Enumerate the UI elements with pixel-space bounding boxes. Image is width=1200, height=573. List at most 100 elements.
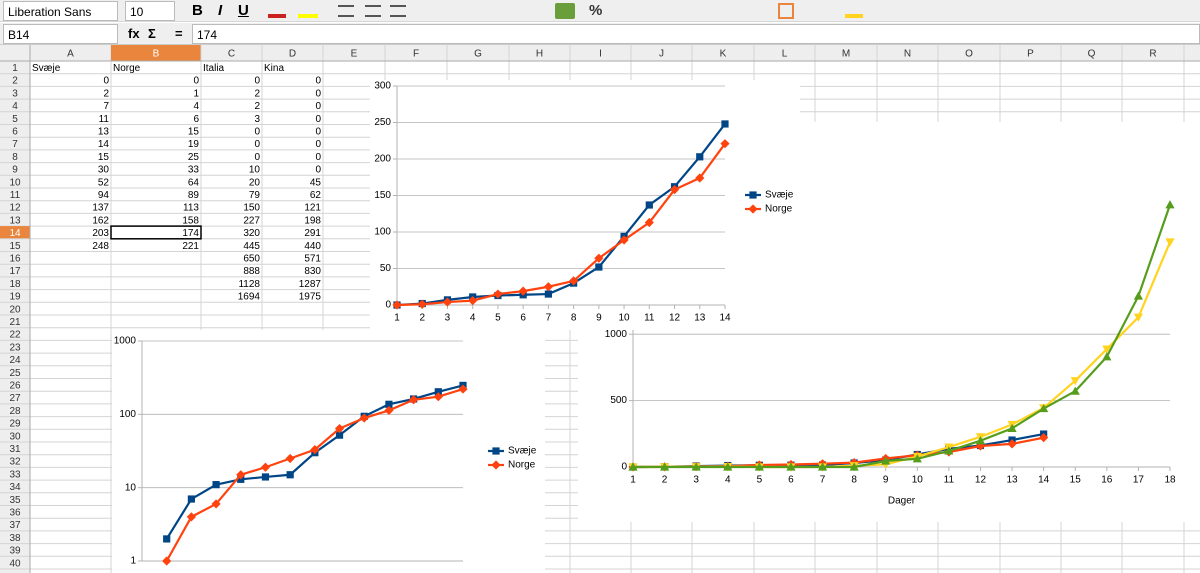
column-letter[interactable]: F: [413, 49, 419, 60]
font-size-box[interactable]: 10: [125, 1, 175, 21]
row-number[interactable]: 24: [9, 355, 21, 366]
column-letter[interactable]: E: [351, 49, 358, 60]
sum-button[interactable]: Σ: [148, 26, 156, 41]
row-number[interactable]: 8: [12, 152, 18, 163]
column-letter[interactable]: Q: [1088, 49, 1096, 60]
row-number[interactable]: 37: [9, 520, 21, 531]
cell-number[interactable]: 221: [182, 241, 199, 252]
column-letter[interactable]: B: [153, 49, 160, 60]
cell-number[interactable]: 650: [243, 253, 260, 264]
cell-number[interactable]: 0: [254, 126, 260, 137]
cell-number[interactable]: 15: [98, 152, 110, 163]
cell-number[interactable]: 2: [254, 101, 260, 112]
cell-number[interactable]: 6: [193, 114, 199, 125]
cell-number[interactable]: 0: [315, 126, 321, 137]
chart[interactable]: 1 10 100 1000 Svæje Norge: [112, 330, 545, 573]
cell-text[interactable]: Norge: [113, 63, 141, 74]
cell-number[interactable]: 64: [188, 177, 200, 188]
cell-number[interactable]: 830: [304, 266, 321, 277]
column-letter[interactable]: O: [965, 49, 973, 60]
name-box[interactable]: B14: [3, 24, 118, 44]
row-number[interactable]: 38: [9, 533, 21, 544]
row-number[interactable]: 26: [9, 380, 21, 391]
column-letter[interactable]: C: [228, 49, 235, 60]
row-number[interactable]: 20: [9, 304, 21, 315]
cell-number[interactable]: 20: [249, 177, 261, 188]
row-number[interactable]: 33: [9, 469, 21, 480]
cell-number[interactable]: 19: [188, 139, 200, 150]
row-number[interactable]: 25: [9, 368, 21, 379]
cell-text[interactable]: Svæje: [32, 63, 61, 74]
row-number[interactable]: 5: [12, 114, 18, 125]
cell-number[interactable]: 45: [310, 177, 322, 188]
row-number[interactable]: 17: [9, 266, 21, 277]
cell-number[interactable]: 7: [103, 101, 109, 112]
function-wizard[interactable]: fx: [128, 26, 140, 41]
borders-button[interactable]: [778, 3, 794, 19]
cell-number[interactable]: 0: [315, 114, 321, 125]
cell-text[interactable]: Kina: [264, 63, 284, 74]
row-number[interactable]: 36: [9, 507, 21, 518]
cell-number[interactable]: 0: [315, 101, 321, 112]
background-button[interactable]: [845, 4, 863, 18]
row-number[interactable]: 15: [9, 241, 21, 252]
cell-number[interactable]: 79: [249, 190, 261, 201]
cell-number[interactable]: 445: [243, 241, 260, 252]
row-number[interactable]: 29: [9, 419, 21, 430]
cell-number[interactable]: 1: [193, 88, 199, 99]
cell-number[interactable]: 113: [183, 203, 199, 214]
row-number[interactable]: 1: [12, 63, 18, 74]
cell-number[interactable]: 162: [92, 215, 109, 226]
cell-number[interactable]: 291: [304, 228, 321, 239]
cell-number[interactable]: 248: [92, 241, 109, 252]
row-number[interactable]: 9: [12, 165, 18, 176]
formula-input[interactable]: 174: [192, 24, 1200, 44]
cell-number[interactable]: 1128: [238, 279, 260, 290]
font-name-box[interactable]: Liberation Sans: [3, 1, 118, 21]
column-letter[interactable]: K: [720, 49, 727, 60]
cell-number[interactable]: 94: [98, 190, 110, 201]
row-number[interactable]: 3: [12, 88, 18, 99]
cell-number[interactable]: 198: [304, 215, 321, 226]
column-letter[interactable]: L: [782, 49, 788, 60]
cell-number[interactable]: 52: [98, 177, 110, 188]
underline-button[interactable]: U: [238, 2, 249, 19]
cell-number[interactable]: 0: [315, 165, 321, 176]
column-letter[interactable]: J: [659, 49, 664, 60]
row-number[interactable]: 6: [12, 126, 18, 137]
align-left[interactable]: [338, 5, 354, 17]
cell-number[interactable]: 1975: [299, 292, 322, 303]
cell-number[interactable]: 0: [315, 139, 321, 150]
cell-number[interactable]: 62: [310, 190, 322, 201]
align-center[interactable]: [365, 5, 381, 17]
formula-button[interactable]: =: [175, 26, 183, 41]
row-number[interactable]: 13: [9, 215, 21, 226]
percent-button[interactable]: %: [589, 2, 603, 19]
cell-number[interactable]: 89: [188, 190, 200, 201]
row-number[interactable]: 31: [9, 444, 21, 455]
row-number[interactable]: 22: [9, 330, 21, 341]
cell-number[interactable]: 10: [249, 165, 261, 176]
cell-number[interactable]: 0: [254, 76, 260, 87]
row-number[interactable]: 14: [9, 228, 21, 239]
row-number[interactable]: 12: [9, 203, 21, 214]
row-number[interactable]: 40: [9, 558, 21, 569]
cell-number[interactable]: 203: [92, 228, 109, 239]
cell-number[interactable]: 11: [99, 114, 110, 125]
row-number[interactable]: 32: [9, 457, 21, 468]
cell-number[interactable]: 13: [98, 126, 110, 137]
cell-number[interactable]: 571: [304, 253, 321, 264]
cell-number[interactable]: 1287: [299, 279, 322, 290]
cell-number[interactable]: 158: [182, 215, 199, 226]
cell-number[interactable]: 3: [254, 114, 260, 125]
row-number[interactable]: 4: [12, 101, 18, 112]
row-number[interactable]: 35: [9, 495, 21, 506]
cell-number[interactable]: 14: [98, 139, 110, 150]
cell-number[interactable]: 30: [98, 165, 110, 176]
highlight-button[interactable]: [298, 4, 318, 18]
column-letter[interactable]: P: [1027, 49, 1034, 60]
cell-number[interactable]: 1694: [238, 292, 261, 303]
cell-number[interactable]: 0: [254, 139, 260, 150]
cell-number[interactable]: 174: [182, 228, 199, 239]
cell-number[interactable]: 0: [254, 152, 260, 163]
